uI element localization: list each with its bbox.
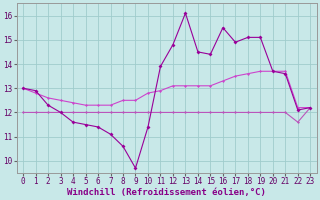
X-axis label: Windchill (Refroidissement éolien,°C): Windchill (Refroidissement éolien,°C) — [67, 188, 266, 197]
